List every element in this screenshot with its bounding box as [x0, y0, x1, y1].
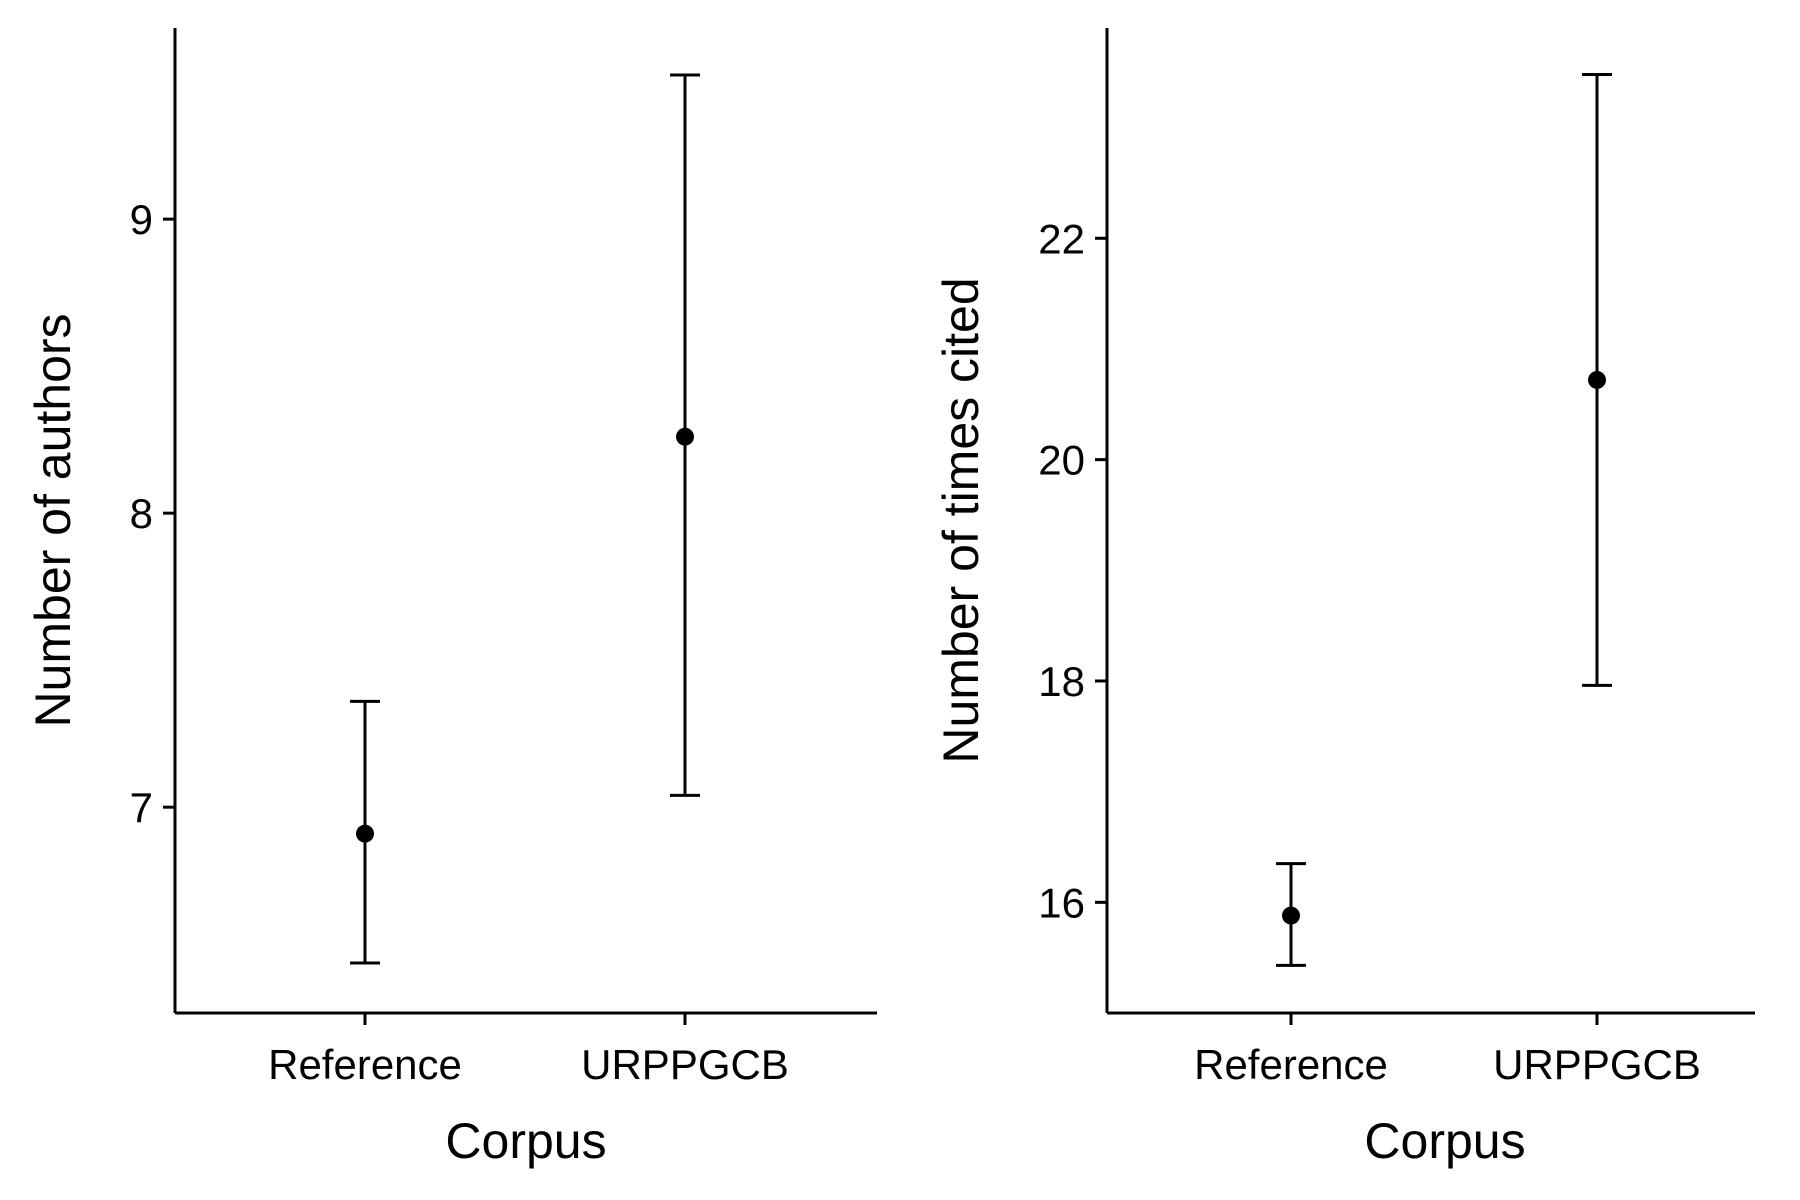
authors-panel: 7 8 9 Reference URPPGCB Corpus Number of autho… [25, 28, 877, 1169]
y-tick-label: 8 [130, 490, 153, 537]
mean-point [356, 824, 374, 843]
x-axis-title: Corpus [445, 1113, 606, 1169]
mean-point [1282, 906, 1300, 925]
y-tick-label: 20 [1038, 437, 1085, 484]
y-tick-label: 22 [1038, 215, 1085, 262]
y-tick-label: 9 [130, 196, 153, 243]
y-tick-label: 18 [1038, 658, 1085, 705]
y-tick-label: 16 [1038, 879, 1085, 926]
mean-point [1588, 370, 1606, 389]
citations-panel: 16 18 20 22 Reference URPPGCB Corpus Number of … [933, 28, 1755, 1169]
y-axis-title: Number of times cited [933, 277, 989, 763]
x-tick-label: Reference [1194, 1041, 1388, 1088]
x-tick-label: Reference [268, 1041, 462, 1088]
x-tick-label: URPPGCB [581, 1041, 789, 1088]
x-tick-label: URPPGCB [1493, 1041, 1701, 1088]
x-axis-title: Corpus [1364, 1113, 1525, 1169]
mean-point [676, 427, 694, 446]
y-tick-label: 7 [130, 784, 153, 831]
y-axis-title: Number of authors [25, 313, 81, 727]
